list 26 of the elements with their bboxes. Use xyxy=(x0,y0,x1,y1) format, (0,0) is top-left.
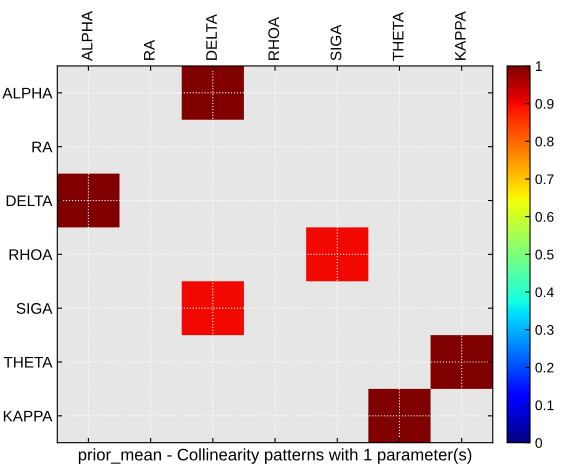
color-bar-label: 0.1 xyxy=(535,400,554,410)
color-bar-label: 0.6 xyxy=(535,212,554,222)
y-tick-label: KAPPA xyxy=(4,410,52,422)
x-tick-label: KAPPA xyxy=(455,11,466,60)
y-tick-label: RHOA xyxy=(10,249,52,260)
color-bar-label: 0.7 xyxy=(535,174,554,184)
x-tick-label: RA xyxy=(144,40,155,60)
x-tick-label: THETA xyxy=(392,12,404,61)
y-tick-label: THETA xyxy=(4,357,52,368)
x-tick-label: RHOA xyxy=(268,16,280,60)
y-tick-label: ALPHA xyxy=(2,88,52,98)
color-bar-label: 0.5 xyxy=(535,250,554,260)
y-tick-label: DELTA xyxy=(6,196,52,206)
color-bar-label: 1 xyxy=(536,61,542,71)
x-tick-label: DELTA xyxy=(206,14,217,60)
text: prior_mean - Collinearity patterns with 1 parameter(s) xyxy=(78,448,472,464)
color-bar-label: 0.3 xyxy=(535,325,554,335)
color-bar-label: 0.8 xyxy=(535,136,554,146)
y-tick-label: SIGA xyxy=(16,303,52,314)
y-tick-label: RA xyxy=(32,142,52,152)
color-bar-label: 0.9 xyxy=(535,98,554,109)
x-tick-label: ALPHA xyxy=(82,11,92,62)
color-bar-label: 0.4 xyxy=(535,287,554,298)
color-bar-label: 0.2 xyxy=(535,362,554,373)
color-bar-label: 0 xyxy=(535,438,542,448)
x-tick-label: SIGA xyxy=(330,24,342,60)
